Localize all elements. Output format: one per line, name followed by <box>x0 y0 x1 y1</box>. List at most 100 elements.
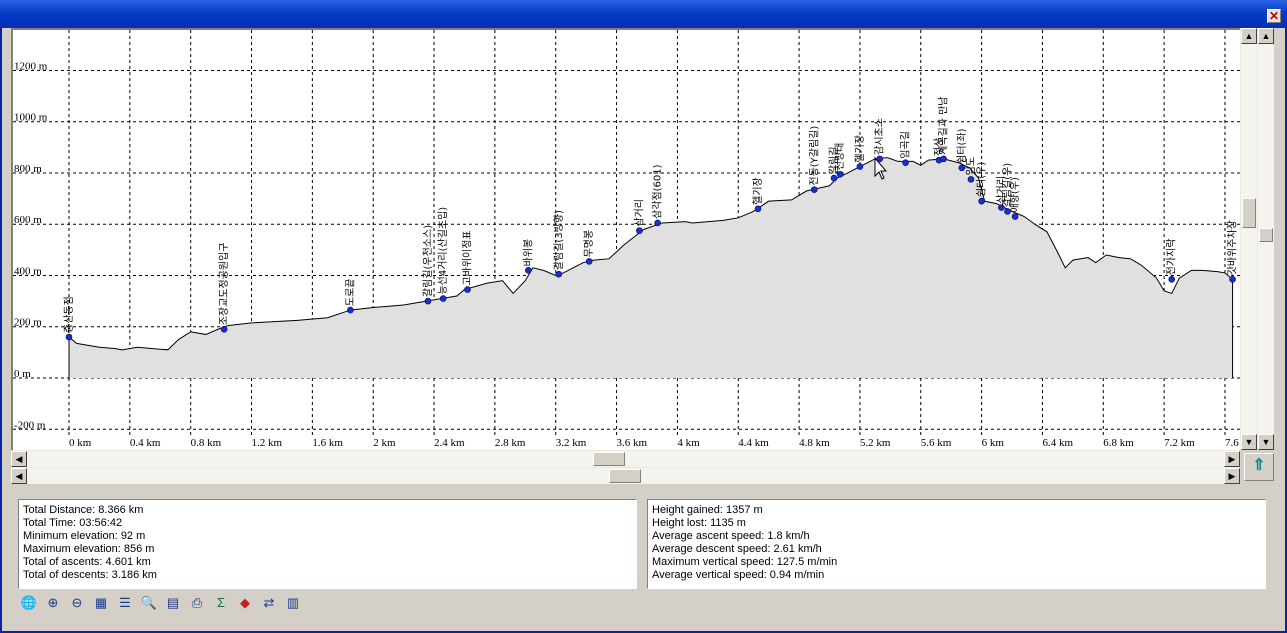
scroll-left-button-2[interactable]: ◀ <box>11 468 27 484</box>
waypoint-label: 고바위이정표 <box>461 230 474 285</box>
scroll-up-button[interactable]: ▲ <box>1241 28 1257 44</box>
stat-total-distance: Total Distance: 8.366 km <box>23 504 144 516</box>
stat-height-gained: Height gained: 1357 m <box>652 504 763 516</box>
x-tick-label: 0.8 km <box>191 437 222 449</box>
waypoint-label: 정상 <box>933 138 945 156</box>
waypoint-label: 갈림길(우천소스) <box>421 225 434 297</box>
vertical-scroll-thumb[interactable] <box>1242 198 1256 228</box>
waypoint-marker <box>464 286 471 293</box>
waypoint-label: 갓바위주차장 <box>1226 220 1239 275</box>
sum-icon[interactable]: Σ <box>216 595 226 610</box>
close-button[interactable]: ✕ <box>1267 9 1281 23</box>
waypoint-marker <box>998 204 1005 211</box>
waypoint-label: 삼거리 <box>633 199 645 227</box>
scroll-up-button-2[interactable]: ▲ <box>1258 28 1274 44</box>
scroll-down-button-2[interactable]: ▼ <box>1258 434 1274 450</box>
waypoint-marker <box>654 219 661 227</box>
x-tick-label: 2.8 km <box>495 437 526 449</box>
waypoint-label: 전동(Y갈림길) <box>807 126 820 186</box>
x-tick-label: 5.6 km <box>921 437 952 449</box>
waypoint-label: 갈림길(3방향) <box>552 210 565 270</box>
scroll-down-button[interactable]: ▼ <box>1241 434 1257 450</box>
grid-icon[interactable]: ▦ <box>94 595 108 610</box>
x-tick-label: 1.6 km <box>312 437 343 449</box>
print-icon[interactable]: ⎙ <box>191 595 203 610</box>
x-tick-label: 2 km <box>373 437 396 449</box>
stats-panel-right: Height gained: 1357 m Height lost: 1135 … <box>647 499 1266 589</box>
waypoint-label: 갈림길 <box>827 146 840 174</box>
waypoint-marker <box>525 267 532 274</box>
zoom-in-icon[interactable]: ⊕ <box>47 595 59 610</box>
list-settings-icon[interactable]: ☰ <box>119 595 131 610</box>
waypoint-label: 임도 <box>964 157 977 175</box>
waypoint-label: 전망대 <box>834 143 846 171</box>
horizontal-scroll-track-top[interactable] <box>27 451 1224 467</box>
x-tick-label: 6.4 km <box>1042 437 1073 449</box>
waypoint-label: 도로끝 <box>344 278 356 306</box>
x-tick-label: 7.6 <box>1225 437 1239 449</box>
scroll-left-button[interactable]: ◀ <box>11 451 27 467</box>
waypoint-marker <box>902 159 909 167</box>
y-tick-label: 200 m <box>14 317 42 329</box>
vertical-scroll-thumb-2[interactable] <box>1259 228 1273 242</box>
stat-min-elevation: Minimum elevation: 92 m <box>23 530 146 542</box>
waypoint-marker <box>220 326 228 333</box>
zoom-out-icon[interactable]: ⊖ <box>71 595 83 610</box>
waypoint-marker <box>810 186 818 193</box>
elevation-area <box>69 157 1233 378</box>
stat-avg-descent-speed: Average descent speed: 2.61 km/h <box>652 543 822 555</box>
x-tick-label: 0 km <box>69 437 92 449</box>
y-tick-label: 600 m <box>14 214 42 226</box>
x-tick-label: 2.4 km <box>434 437 465 449</box>
vertical-scroll-track-right[interactable] <box>1258 44 1274 450</box>
waypoint-label: 조장교도정공원입구 <box>217 242 230 325</box>
horizontal-scroll-thumb-2[interactable] <box>609 469 641 483</box>
waypoint-marker <box>636 227 643 234</box>
stat-total-time: Total Time: 03:56:42 <box>23 517 123 529</box>
elevation-line <box>68 157 1233 351</box>
mouse-cursor-icon <box>874 156 888 180</box>
waypoint-marker <box>424 297 432 305</box>
waypoint-label: 헬기장 <box>752 177 764 205</box>
x-tick-label: 7.2 km <box>1164 437 1195 449</box>
x-tick-label: 1.2 km <box>252 437 283 449</box>
collapse-up-button[interactable]: ⇑ <box>1244 453 1274 481</box>
globe-icon[interactable]: 🌐 <box>20 595 38 610</box>
vertical-scroll-track-left[interactable] <box>1241 44 1257 450</box>
y-tick-label: 1000 m <box>14 112 48 124</box>
waypoint-label: 임곡길 <box>899 131 912 159</box>
waypoint-marker <box>836 170 844 178</box>
red-shape-icon[interactable]: ◆ <box>240 595 250 610</box>
document-icon[interactable]: ▤ <box>166 595 180 610</box>
waypoint-label: 쉼터(좌) <box>956 128 968 164</box>
elevation-plot[interactable]: 1200 m 1000 m 800 m 600 m 400 m 200 m 0 m -200 … <box>11 28 1240 450</box>
y-tick-label: 1200 m <box>14 60 48 72</box>
scroll-right-button-2[interactable]: ▶ <box>1224 468 1240 484</box>
stat-max-elevation: Maximum elevation: 856 m <box>23 543 155 555</box>
stat-max-vertical-speed: Maximum vertical speed: 127.5 m/min <box>652 556 838 568</box>
scroll-right-button[interactable]: ▶ <box>1224 451 1240 467</box>
waypoint-marker <box>1011 213 1019 220</box>
stat-avg-vertical-speed: Average vertical speed: 0.94 m/min <box>652 569 825 581</box>
vertical-scrollbars[interactable]: ▲ ▲ ▼ ▼ <box>1240 28 1274 450</box>
find-icon[interactable]: 🔍 <box>140 595 158 610</box>
waypoint-marker <box>1229 276 1236 283</box>
waypoint-label: 능선4거리(산길초입) <box>436 207 449 295</box>
swap-arrows-icon[interactable]: ⇄ <box>263 595 275 610</box>
horizontal-scrollbars[interactable]: ◀ ▶ ◀ ▶ <box>11 450 1240 484</box>
x-tick-label: 3.2 km <box>556 437 587 449</box>
waypoint-marker <box>1004 208 1011 215</box>
waypoint-marker <box>856 163 864 170</box>
elevation-chart[interactable]: 1200 m 1000 m 800 m 600 m 400 m 200 m 0 m -200 … <box>13 30 1240 450</box>
horizontal-scroll-thumb[interactable] <box>593 452 625 466</box>
x-tick-label: 4 km <box>677 437 700 449</box>
title-bar[interactable]: ✕ <box>0 0 1287 28</box>
x-tick-label: 4.4 km <box>738 437 769 449</box>
book-icon[interactable]: ▥ <box>286 595 300 610</box>
waypoint-label: 삼각점(601) <box>652 164 664 219</box>
stat-height-lost: Height lost: 1135 m <box>652 517 746 529</box>
waypoint-marker <box>754 205 762 213</box>
stat-avg-ascent-speed: Average ascent speed: 1.8 km/h <box>652 530 810 542</box>
y-tick-label: 800 m <box>14 163 42 175</box>
waypoint-marker <box>940 155 947 163</box>
